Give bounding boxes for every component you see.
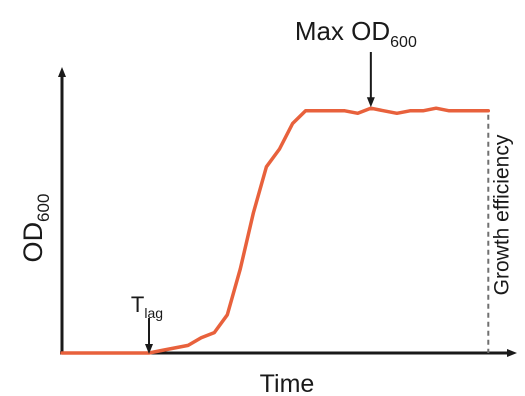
data-point-14 [292,122,294,125]
data-point-24 [422,110,424,112]
data-point-19 [357,112,359,114]
data-point-12 [265,166,267,168]
data-point-1 [96,352,98,354]
data-point-26 [448,110,450,112]
data-point-3 [148,352,150,354]
data-point-7 [200,337,202,339]
data-point-10 [239,268,241,270]
data-point-4 [161,349,163,351]
tlag-annotation: Tlag [131,292,163,321]
max-od-annotation: Max OD600 [295,16,417,51]
data-point-22 [396,112,398,114]
data-point-8 [213,332,215,334]
data-point-23 [409,110,411,112]
data-point-13 [278,148,281,150]
data-point-6 [187,344,189,346]
data-point-9 [226,314,228,316]
data-point-5 [174,347,176,349]
data-point-27 [461,110,463,112]
data-point-16 [318,110,320,112]
data-point-0 [61,352,63,354]
data-point-17 [331,110,333,112]
series-line-0 [60,106,491,355]
data-point-2 [122,352,124,354]
x-axis-label: Time [260,370,315,396]
data-point-15 [305,110,307,112]
data-point-20 [370,107,372,109]
y-axis-label: OD600 [18,194,53,263]
data-points [61,107,489,354]
data-point-25 [435,107,437,109]
data-point-28 [474,110,476,112]
data-point-29 [487,110,489,112]
data-point-18 [344,110,346,112]
growth-efficiency-label: Growth efficiency [490,134,513,295]
data-point-11 [252,212,254,214]
data-point-21 [383,110,385,112]
